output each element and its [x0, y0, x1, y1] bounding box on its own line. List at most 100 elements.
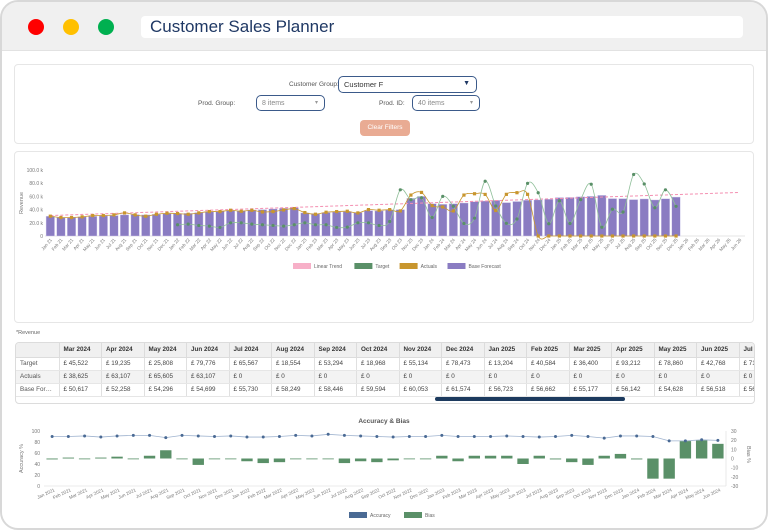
bias-bar	[208, 458, 221, 460]
target-point	[260, 223, 265, 227]
table-cell[interactable]: £ 0	[271, 370, 315, 384]
table-cell[interactable]: £ 54,628	[654, 383, 697, 397]
table-cell[interactable]: £ 38,625	[59, 370, 102, 384]
table-cell[interactable]: £ 61,574	[441, 383, 485, 397]
table-cell[interactable]: £ 18,554	[271, 357, 315, 371]
table-cell[interactable]: £ 45,522	[59, 357, 102, 371]
column-header[interactable]: May 2025	[654, 343, 697, 358]
base-forecast-bar	[98, 215, 108, 237]
prod-group-select[interactable]: 8 items ▾	[256, 95, 325, 111]
table-cell[interactable]: £ 55,730	[229, 383, 272, 397]
column-header[interactable]: Feb 2025	[526, 343, 570, 358]
accuracy-point	[375, 435, 379, 438]
maximize-window-button[interactable]	[98, 19, 114, 35]
table-cell[interactable]: £ 0	[569, 370, 612, 384]
table-cell[interactable]: £ 13,204	[484, 357, 527, 371]
close-window-button[interactable]	[28, 19, 44, 35]
table-cell[interactable]: £ 58,446	[314, 383, 357, 397]
minimize-window-button[interactable]	[63, 19, 79, 35]
actuals-point	[525, 192, 530, 196]
table-cell[interactable]: £ 56,142	[611, 383, 655, 397]
column-header[interactable]: Sep 2024	[314, 343, 357, 358]
clear-filters-button[interactable]: Clear Filters	[360, 120, 410, 136]
actuals-point	[600, 234, 604, 238]
actuals-point	[515, 191, 519, 195]
table-cell[interactable]: £ 0	[399, 370, 442, 384]
table-cell[interactable]: £ 63,107	[186, 370, 230, 384]
x-tick-label: May 26	[718, 237, 732, 252]
horizontal-scrollbar[interactable]	[435, 397, 625, 401]
table-cell[interactable]: £ 58,249	[271, 383, 315, 397]
table-cell[interactable]: £ 53,294	[314, 357, 357, 371]
table-cell[interactable]: £ 56,518	[696, 383, 740, 397]
base-forecast-bar	[374, 210, 384, 237]
table-cell[interactable]: £ 0	[441, 370, 485, 384]
table-cell[interactable]: £ 42,768	[696, 357, 740, 371]
table-cell[interactable]: £ 60,053	[399, 383, 442, 397]
column-header[interactable]: Mar 2025	[569, 343, 612, 358]
y-tick-label: 0	[40, 234, 43, 240]
table-cell[interactable]: £ 25,808	[144, 357, 187, 371]
base-forecast-bar	[342, 211, 352, 237]
table-cell[interactable]: £ 63,107	[101, 370, 145, 384]
table-cell[interactable]: £ 54,699	[186, 383, 230, 397]
actuals-point	[250, 208, 254, 212]
table-cell[interactable]: £ 40,584	[526, 357, 570, 371]
column-header[interactable]: Aug 2024	[271, 343, 315, 358]
column-header[interactable]: May 2024	[144, 343, 187, 358]
table-cell[interactable]: £ 55,177	[569, 383, 612, 397]
table-cell[interactable]: £ 65,605	[144, 370, 187, 384]
column-header[interactable]: Jun 2024	[186, 343, 230, 358]
column-header[interactable]: Jun 2025	[696, 343, 740, 358]
table-cell[interactable]: £ 78,860	[654, 357, 697, 371]
table-cell[interactable]: £ 0	[229, 370, 272, 384]
column-header[interactable]: Nov 2024	[399, 343, 442, 358]
table-cell[interactable]: £ 59,594	[356, 383, 400, 397]
accuracy-point	[505, 434, 509, 438]
prod-group-value: 8 items	[262, 99, 285, 107]
actuals-point	[494, 208, 498, 213]
table-cell[interactable]: £ 0	[356, 370, 400, 384]
x-tick-label: Dec 24	[538, 237, 551, 252]
table-cell[interactable]: £ 65,567	[229, 357, 272, 371]
table-cell[interactable]: £ 50,617	[59, 383, 102, 397]
accuracy-point	[391, 435, 395, 439]
column-header[interactable]: Oct 2024	[356, 343, 400, 358]
x-tick-label: May 23	[337, 237, 351, 252]
column-header[interactable]: Jul 2024	[229, 343, 272, 358]
column-header[interactable]: Jul	[739, 343, 754, 358]
target-point	[335, 225, 339, 230]
table-cell[interactable]: £ 71	[739, 357, 754, 371]
table-cell[interactable]: £ 0	[654, 370, 697, 384]
base-forecast-bar	[130, 214, 140, 237]
table-cell[interactable]: £ 56,723	[484, 383, 527, 397]
table-cell[interactable]: £ 56,662	[526, 383, 570, 397]
table-cell[interactable]: £ 54,296	[144, 383, 187, 397]
table-cell[interactable]: £ 18,968	[356, 357, 400, 371]
table-cell[interactable]: £ 56	[739, 383, 754, 397]
base-forecast-bar	[289, 207, 299, 237]
actuals-point	[621, 234, 625, 238]
table-cell[interactable]: £ 36,400	[569, 357, 612, 371]
table-cell[interactable]: £ 0	[314, 370, 357, 384]
table-cell[interactable]: £ 55,134	[399, 357, 442, 371]
table-cell[interactable]: £ 0	[484, 370, 527, 384]
table-cell[interactable]: £ 79,776	[186, 357, 230, 371]
accuracy-point	[99, 435, 103, 439]
column-header[interactable]: Mar 2024	[59, 343, 102, 358]
table-cell[interactable]: £ 0	[526, 370, 570, 384]
table-cell[interactable]: £ 19,235	[101, 357, 145, 371]
table-cell[interactable]: £ 0	[696, 370, 740, 384]
target-point	[419, 196, 424, 200]
column-header[interactable]: Dec 2024	[441, 343, 485, 358]
table-cell[interactable]: £ 0	[739, 370, 754, 384]
table-cell[interactable]: £ 78,473	[441, 357, 485, 371]
table-cell[interactable]: £ 0	[611, 370, 655, 384]
table-cell[interactable]: £ 93,212	[611, 357, 655, 371]
column-header[interactable]: Jan 2025	[484, 343, 527, 358]
column-header[interactable]: Apr 2024	[101, 343, 145, 358]
customer-group-select[interactable]: Customer F ▼	[338, 76, 477, 93]
table-cell[interactable]: £ 52,258	[101, 383, 145, 397]
prod-id-select[interactable]: 40 items ▾	[412, 95, 480, 111]
column-header[interactable]: Apr 2025	[611, 343, 655, 358]
